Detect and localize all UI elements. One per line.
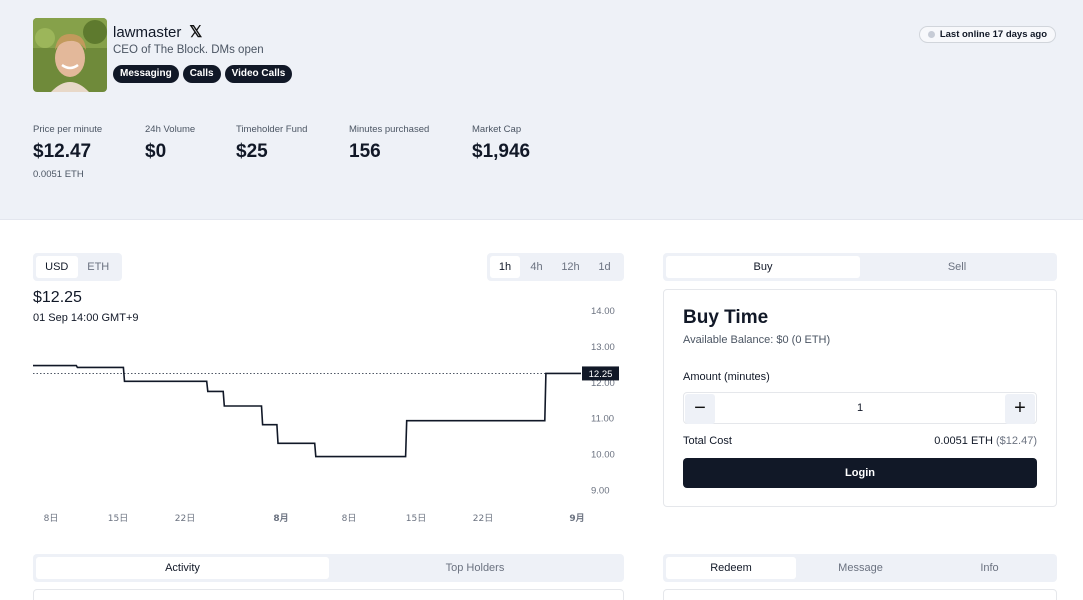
activity-tabs: Activity Top Holders xyxy=(33,554,624,582)
activity-panel xyxy=(33,589,624,600)
tab-info[interactable]: Info xyxy=(980,562,999,574)
current-price-label: 12.25 xyxy=(589,369,613,380)
profile-name: lawmaster xyxy=(113,24,182,41)
current-price-label-box xyxy=(582,366,619,381)
stat-value: $25 xyxy=(236,141,268,162)
stat-label: Price per minute xyxy=(33,124,103,135)
price-chart[interactable]: 14.00 13.00 12.00 11.00 10.00 9.00 8日 15日 22日 8月 8… xyxy=(33,300,625,530)
chip-video-calls: Video Calls xyxy=(224,65,293,83)
status-dot-icon xyxy=(927,31,935,38)
timeframe-1d[interactable]: 1d xyxy=(598,261,611,273)
total-usd: ($12.47) xyxy=(996,435,1037,447)
toggle-usd[interactable]: USD xyxy=(36,256,78,278)
chart-price: $12.25 xyxy=(33,289,82,306)
chip-calls: Calls xyxy=(182,65,221,83)
tab-top-holders[interactable]: Top Holders xyxy=(445,562,505,574)
amount-label: Amount (minutes) xyxy=(683,371,770,383)
y-tick-label: 12.00 xyxy=(591,378,615,389)
x-tick-label: 8日 xyxy=(44,513,59,524)
login-button[interactable]: Login xyxy=(683,458,1037,488)
timeframe-toggle: 1h 4h 12h 1d xyxy=(487,253,624,281)
x-tick-label: 8月 xyxy=(273,513,288,524)
stat-label: Timeholder Fund xyxy=(236,124,308,135)
quantity-input[interactable]: 1 xyxy=(856,402,864,414)
price-series-line xyxy=(33,364,581,458)
profile-bio: CEO of The Block. DMs open xyxy=(113,44,264,56)
x-icon[interactable]: 𝕏 xyxy=(189,23,203,41)
y-tick-label: 14.00 xyxy=(591,306,615,317)
timeframe-12h[interactable]: 12h xyxy=(561,261,580,273)
buy-title: Buy Time xyxy=(683,307,769,328)
x-tick-label: 15日 xyxy=(108,513,128,524)
stat-market-cap: Market Cap $1,946 xyxy=(472,124,530,163)
stat-value: $12.47 xyxy=(33,141,92,162)
total-cost-value: 0.0051 ETH ($12.47) xyxy=(934,435,1037,447)
buy-card: Buy Time Available Balance: $0 (0 ETH) A… xyxy=(663,289,1057,507)
y-tick-label: 11.00 xyxy=(591,414,614,425)
toggle-eth[interactable]: ETH xyxy=(87,261,110,273)
timeframe-4h[interactable]: 4h xyxy=(530,261,543,273)
redeem-tabs: Redeem Message Info xyxy=(663,554,1057,582)
stat-value: $1,946 xyxy=(472,141,531,162)
stat-value: 156 xyxy=(349,141,381,162)
tab-redeem[interactable]: Redeem xyxy=(666,557,796,579)
stat-label: 24h Volume xyxy=(145,124,196,135)
name-row: lawmaster 𝕏 xyxy=(113,24,202,41)
tab-sell[interactable]: Sell xyxy=(947,261,967,273)
chip-messaging: Messaging xyxy=(113,65,179,83)
profile-header xyxy=(0,0,1083,220)
stat-value: $0 xyxy=(145,141,167,162)
redeem-panel xyxy=(663,589,1057,600)
total-cost-label: Total Cost xyxy=(683,435,732,447)
stat-minutes-purchased: Minutes purchased 156 xyxy=(349,124,429,163)
stat-timeholder-fund: Timeholder Fund $25 xyxy=(236,124,307,163)
capability-chips: Messaging Calls Video Calls xyxy=(113,65,293,83)
x-tick-label: 22日 xyxy=(473,513,493,524)
stat-label: Market Cap xyxy=(472,124,522,135)
trade-tabs: Buy Sell xyxy=(663,253,1057,281)
x-tick-label: 9月 xyxy=(569,513,584,524)
avatar xyxy=(33,18,107,92)
y-tick-label: 9.00 xyxy=(591,485,610,496)
stat-label: Minutes purchased xyxy=(349,124,430,135)
tab-message[interactable]: Message xyxy=(838,562,883,574)
x-tick-label: 22日 xyxy=(175,513,195,524)
y-tick-label: 10.00 xyxy=(591,450,615,461)
decrement-button[interactable]: − xyxy=(685,394,715,424)
tab-buy[interactable]: Buy xyxy=(666,256,860,278)
x-tick-label: 8日 xyxy=(342,513,357,524)
stat-price-per-minute: Price per minute $12.47 0.0051 ETH xyxy=(33,124,102,180)
timeframe-1h[interactable]: 1h xyxy=(490,256,520,278)
chart-date: 01 Sep 14:00 GMT+9 xyxy=(33,312,139,324)
stat-24h-volume: 24h Volume $0 xyxy=(145,124,195,163)
stat-sub: 0.0051 ETH xyxy=(33,169,84,180)
increment-button[interactable]: + xyxy=(1005,394,1035,424)
currency-toggle: USD ETH xyxy=(33,253,122,281)
available-balance: Available Balance: $0 (0 ETH) xyxy=(683,334,831,346)
tab-activity[interactable]: Activity xyxy=(36,557,329,579)
y-tick-label: 13.00 xyxy=(591,342,615,353)
quantity-stepper: − 1 + xyxy=(683,392,1037,424)
total-eth: 0.0051 ETH xyxy=(934,435,993,447)
status-badge: Last online 17 days ago xyxy=(918,26,1056,43)
status-text: Last online 17 days ago xyxy=(939,29,1047,40)
x-tick-label: 15日 xyxy=(406,513,426,524)
